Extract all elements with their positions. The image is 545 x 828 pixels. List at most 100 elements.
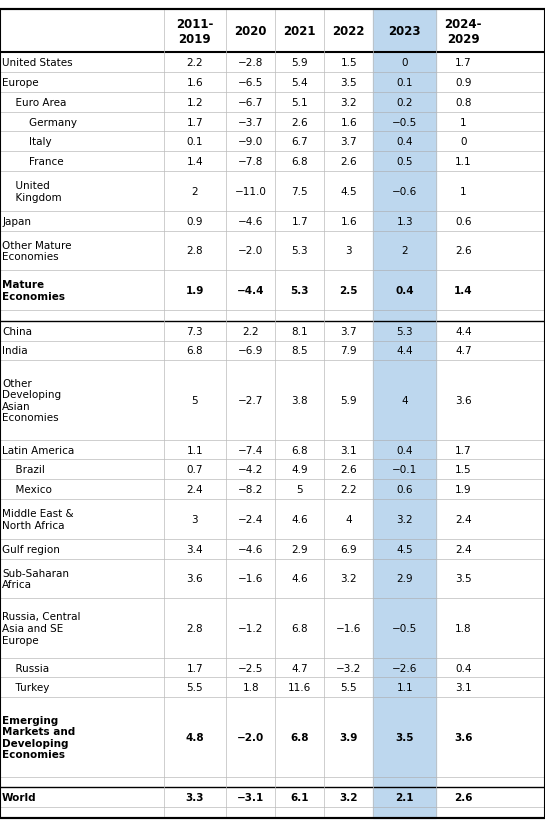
- Bar: [373, 73, 436, 93]
- Text: 3.7: 3.7: [341, 137, 357, 147]
- Bar: [373, 231, 436, 271]
- Text: 3.2: 3.2: [341, 574, 357, 584]
- Text: 2.6: 2.6: [455, 246, 471, 256]
- Bar: [373, 271, 436, 310]
- Text: United States: United States: [2, 58, 73, 68]
- Bar: [373, 152, 436, 172]
- Text: 3.1: 3.1: [455, 682, 471, 692]
- Text: 1.5: 1.5: [455, 465, 471, 474]
- Text: −4.2: −4.2: [238, 465, 263, 474]
- Bar: [373, 172, 436, 211]
- Text: 7.5: 7.5: [292, 187, 308, 197]
- Text: 1.7: 1.7: [186, 662, 203, 673]
- Text: −11.0: −11.0: [235, 187, 267, 197]
- Text: 1.6: 1.6: [341, 118, 357, 128]
- Text: 4.8: 4.8: [185, 732, 204, 742]
- Text: 4.9: 4.9: [292, 465, 308, 474]
- Text: 6.8: 6.8: [290, 732, 309, 742]
- Text: 1.4: 1.4: [186, 157, 203, 167]
- Text: −4.6: −4.6: [238, 216, 263, 226]
- Text: 0.4: 0.4: [395, 286, 414, 296]
- Text: 1.8: 1.8: [243, 682, 259, 692]
- Text: 0: 0: [460, 137, 467, 147]
- Text: 2.4: 2.4: [455, 544, 471, 554]
- Text: 4.7: 4.7: [455, 346, 471, 356]
- Text: 2.5: 2.5: [340, 286, 358, 296]
- Text: 7.3: 7.3: [186, 326, 203, 336]
- Text: 4.6: 4.6: [292, 574, 308, 584]
- Text: 2.2: 2.2: [186, 58, 203, 68]
- Text: 5.9: 5.9: [292, 58, 308, 68]
- Text: 1.7: 1.7: [292, 216, 308, 226]
- Text: 5: 5: [296, 484, 303, 494]
- Text: Europe: Europe: [2, 78, 39, 88]
- Text: 1: 1: [460, 118, 467, 128]
- Text: 1.7: 1.7: [455, 58, 471, 68]
- Text: 5.5: 5.5: [341, 682, 357, 692]
- Text: 2021: 2021: [283, 25, 316, 38]
- Text: Mexico: Mexico: [9, 484, 52, 494]
- Bar: [373, 677, 436, 697]
- Text: −1.6: −1.6: [238, 574, 263, 584]
- Text: −9.0: −9.0: [238, 137, 263, 147]
- Text: 5.5: 5.5: [186, 682, 203, 692]
- Text: −8.2: −8.2: [238, 484, 263, 494]
- Bar: [373, 697, 436, 777]
- Text: Other Mature
Economies: Other Mature Economies: [2, 240, 72, 262]
- Text: 4.4: 4.4: [455, 326, 471, 336]
- Text: 0.4: 0.4: [396, 137, 413, 147]
- Text: −4.4: −4.4: [237, 286, 264, 296]
- Text: 3.3: 3.3: [186, 792, 204, 802]
- Text: 3.2: 3.2: [340, 792, 358, 802]
- Text: 3.2: 3.2: [396, 514, 413, 524]
- Text: 2: 2: [191, 187, 198, 197]
- Text: −3.7: −3.7: [238, 118, 263, 128]
- Text: 4.5: 4.5: [396, 544, 413, 554]
- Bar: [373, 310, 436, 321]
- Text: −6.7: −6.7: [238, 98, 263, 108]
- Text: −2.0: −2.0: [238, 246, 263, 256]
- Text: 1.3: 1.3: [396, 216, 413, 226]
- Text: Sub-Saharan
Africa: Sub-Saharan Africa: [2, 568, 69, 590]
- Text: 3.6: 3.6: [454, 732, 473, 742]
- Text: −7.8: −7.8: [238, 157, 263, 167]
- Bar: [373, 599, 436, 658]
- Text: −7.4: −7.4: [238, 445, 263, 455]
- Text: 2.4: 2.4: [186, 484, 203, 494]
- Text: 4: 4: [346, 514, 352, 524]
- Text: 5.4: 5.4: [292, 78, 308, 88]
- Text: 2.6: 2.6: [341, 465, 357, 474]
- Text: 5.9: 5.9: [341, 396, 357, 406]
- Text: 1.1: 1.1: [396, 682, 413, 692]
- Text: 3.7: 3.7: [341, 326, 357, 336]
- Text: 6.8: 6.8: [292, 157, 308, 167]
- Text: 0.8: 0.8: [455, 98, 471, 108]
- Text: 2023: 2023: [389, 25, 421, 38]
- Text: 0.5: 0.5: [396, 157, 413, 167]
- Text: China: China: [2, 326, 32, 336]
- Text: 11.6: 11.6: [288, 682, 311, 692]
- Bar: [373, 559, 436, 599]
- Text: Brazil: Brazil: [9, 465, 45, 474]
- Text: −2.7: −2.7: [238, 396, 263, 406]
- Text: 1.8: 1.8: [455, 623, 471, 633]
- Text: 0: 0: [402, 58, 408, 68]
- Text: 1.1: 1.1: [455, 157, 471, 167]
- Text: −2.6: −2.6: [392, 662, 417, 673]
- Bar: [373, 53, 436, 73]
- Text: −0.6: −0.6: [392, 187, 417, 197]
- Text: 2011-
2019: 2011- 2019: [176, 17, 214, 46]
- Text: 2.8: 2.8: [186, 623, 203, 633]
- Text: 0.4: 0.4: [396, 445, 413, 455]
- Text: 0.7: 0.7: [186, 465, 203, 474]
- Text: France: France: [16, 157, 64, 167]
- Text: 3.4: 3.4: [186, 544, 203, 554]
- Text: 2.6: 2.6: [341, 157, 357, 167]
- Text: −2.0: −2.0: [237, 732, 264, 742]
- Text: 3.2: 3.2: [341, 98, 357, 108]
- Bar: [373, 113, 436, 132]
- Text: −3.2: −3.2: [336, 662, 361, 673]
- Bar: [373, 787, 436, 807]
- Text: 8.5: 8.5: [292, 346, 308, 356]
- Bar: [373, 361, 436, 440]
